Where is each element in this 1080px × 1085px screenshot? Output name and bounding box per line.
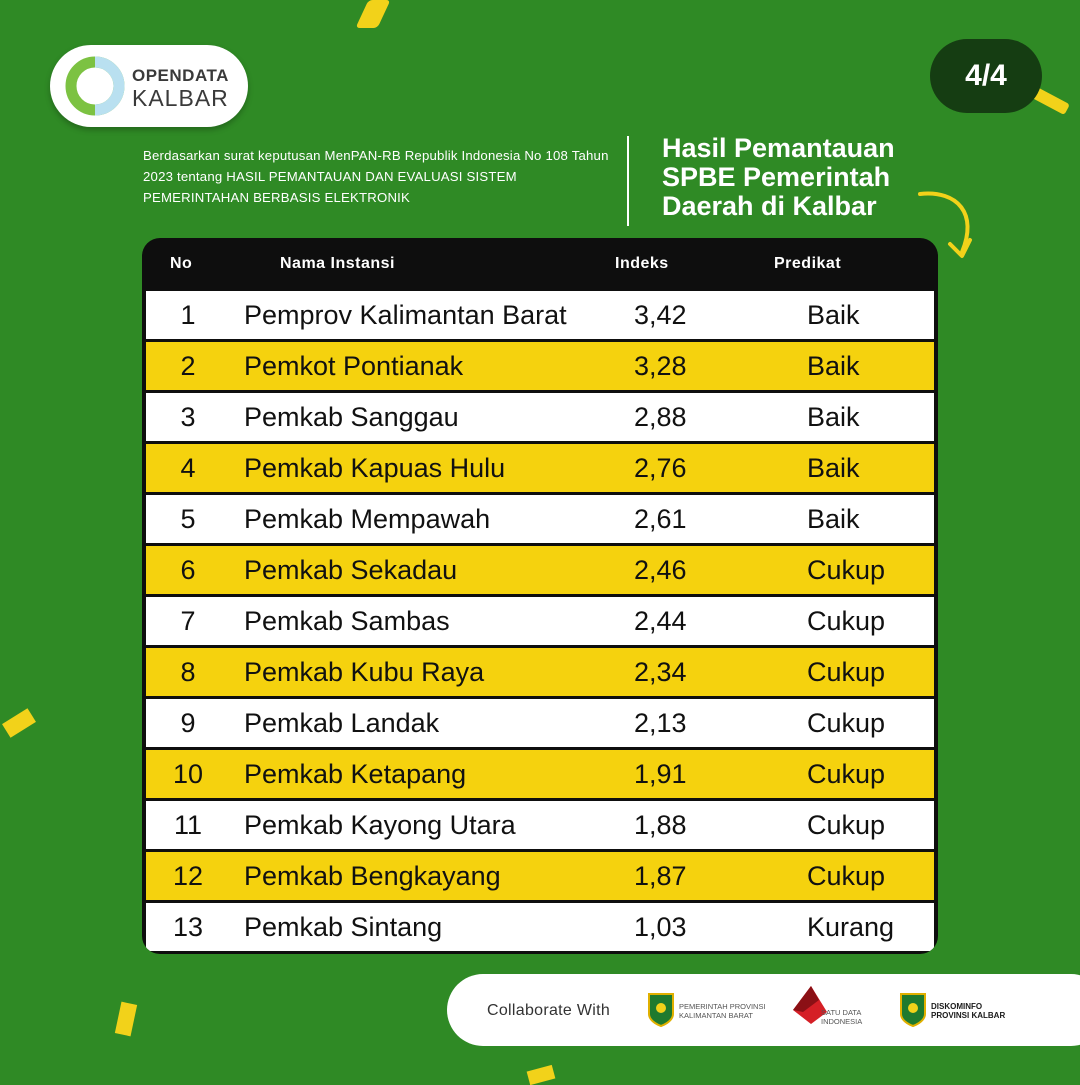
table-row: 7 Pemkab Sambas 2,44 Cukup [146,597,934,645]
table-row: 9 Pemkab Landak 2,13 Cukup [146,699,934,747]
row-agency-name: Pemkab Sanggau [244,402,459,432]
table-row: 13 Pemkab Sintang 1,03 Kurang [146,903,934,951]
row-predicate: Baik [807,351,860,381]
row-index-value: 2,61 [634,504,687,534]
logo-line2: KALBAR [132,85,229,111]
row-number: 5 [180,504,196,534]
diskominfo-emblem-icon [900,993,926,1028]
row-predicate: Cukup [807,708,886,738]
table-row: 3 Pemkab Sanggau 2,88 Baik [146,393,934,441]
row-index-value: 2,13 [634,708,687,738]
ranking-table: No Nama Instansi Indeks Predikat 1 Pempro… [142,238,938,954]
page-title: Hasil Pemantauan SPBE Pemerintah Daerah … [662,133,895,221]
row-predicate: Cukup [807,555,886,585]
row-agency-name: Pemkab Landak [244,708,440,738]
row-index-value: 1,88 [634,810,687,840]
row-index-value: 3,42 [634,300,687,330]
row-agency-name: Pemkab Sambas [244,606,450,636]
row-number: 13 [172,912,204,942]
collaborate-label: Collaborate With [487,1002,611,1019]
row-agency-name: Pemkot Pontianak [244,351,464,381]
header-divider [627,136,629,226]
row-predicate: Baik [807,504,860,534]
row-agency-name: Pemkab Ketapang [244,759,467,789]
row-number: 10 [172,759,204,789]
row-number: 9 [180,708,196,738]
partner-2-text: Satu Data Indonesia [821,1008,863,1026]
opendata-logo-icon [65,56,125,116]
row-index-value: 2,44 [634,606,687,636]
row-predicate: Cukup [807,861,886,891]
row-predicate: Baik [807,453,860,483]
logo-line1: OPENDATA [132,66,229,85]
row-predicate: Baik [807,402,860,432]
row-predicate: Cukup [807,810,886,840]
row-index-value: 1,91 [634,759,687,789]
row-agency-name: Pemkab Kayong Utara [244,810,516,840]
table-header: No Nama Instansi Indeks Predikat [142,238,938,288]
table-row: 11 Pemkab Kayong Utara 1,88 Cukup [146,801,934,849]
intro-text: Berdasarkan surat keputusan MenPAN-RB Re… [143,148,609,205]
table-row: 6 Pemkab Sekadau 2,46 Cukup [146,546,934,594]
row-number: 1 [180,300,196,330]
header-name: Nama Instansi [280,255,395,272]
row-number: 7 [180,606,196,636]
opendata-kalbar-logo: OPENDATA KALBAR [50,45,248,127]
header-index: Indeks [615,255,669,272]
confetti-decoration [114,1001,138,1037]
table-row: 2 Pemkot Pontianak 3,28 Baik [146,342,934,390]
row-index-value: 1,03 [634,912,687,942]
row-number: 11 [173,810,203,840]
row-number: 3 [180,402,196,432]
row-number: 2 [180,351,196,381]
curved-arrow-icon [918,191,972,258]
table-row: 5 Pemkab Mempawah 2,61 Baik [146,495,934,543]
row-number: 12 [172,861,204,891]
header-predicate: Predikat [774,255,842,272]
row-index-value: 3,28 [634,351,687,381]
row-predicate: Cukup [807,657,886,687]
row-predicate: Cukup [807,759,886,789]
table-row: 10 Pemkab Ketapang 1,91 Cukup [146,750,934,798]
confetti-decoration [355,0,391,28]
row-agency-name: Pemprov Kalimantan Barat [244,300,567,330]
confetti-decoration [526,1064,556,1085]
pemprov-kalbar-emblem-icon [648,993,674,1028]
row-index-value: 1,87 [634,861,687,891]
row-number: 4 [180,453,196,483]
header-no: No [170,255,193,272]
row-agency-name: Pemkab Mempawah [244,504,491,534]
table-row: 8 Pemkab Kubu Raya 2,34 Cukup [146,648,934,696]
row-agency-name: Pemkab Kapuas Hulu [244,453,506,483]
row-predicate: Cukup [807,606,886,636]
row-agency-name: Pemkab Bengkayang [244,861,501,891]
table-row: 1 Pemprov Kalimantan Barat 3,42 Baik [146,291,934,339]
table-row: 4 Pemkab Kapuas Hulu 2,76 Baik [146,444,934,492]
partner-1-text: Pemerintah Provinsi Kalimantan Barat [679,1002,766,1020]
row-agency-name: Pemkab Kubu Raya [244,657,485,687]
row-index-value: 2,46 [634,555,687,585]
row-index-value: 2,34 [634,657,687,687]
page-indicator: 4/4 [930,39,1042,113]
row-index-value: 2,76 [634,453,687,483]
row-number: 8 [180,657,196,687]
confetti-decoration [2,708,36,738]
collaboration-footer: Collaborate With Pemerintah Provinsi Kali… [447,974,1080,1046]
row-predicate: Baik [807,300,860,330]
table-row: 12 Pemkab Bengkayang 1,87 Cukup [146,852,934,900]
row-agency-name: Pemkab Sintang [244,912,443,942]
row-index-value: 2,88 [634,402,687,432]
row-number: 6 [180,555,196,585]
partner-3-text: Diskominfo Provinsi Kalbar [931,1002,1006,1020]
satu-data-indonesia-icon [793,986,827,1024]
row-predicate: Kurang [807,912,895,942]
row-agency-name: Pemkab Sekadau [244,555,458,585]
